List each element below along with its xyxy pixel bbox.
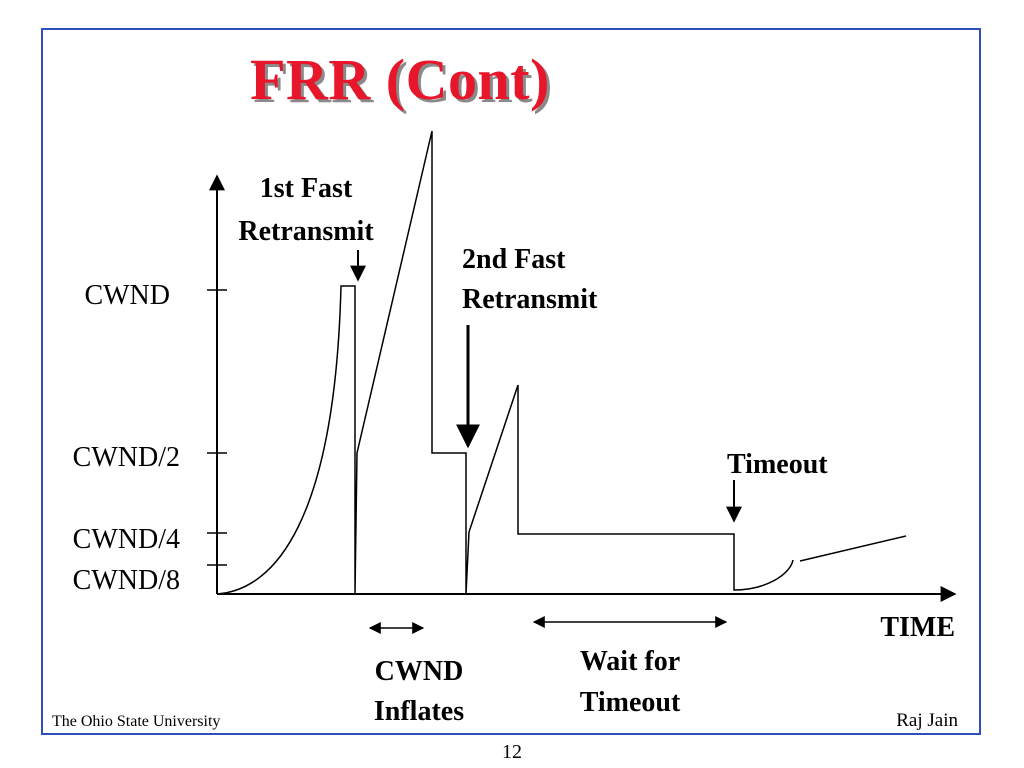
label-second-fast-retransmit-line1: 2nd Fast — [462, 244, 566, 275]
label-second-fast-retransmit-line2: Retransmit — [462, 284, 598, 315]
label-cwnd: CWND — [84, 280, 170, 311]
label-wait-for-timeout-line2: Timeout — [580, 687, 681, 718]
cwnd-curve — [216, 130, 907, 595]
footer-author: Raj Jain — [896, 710, 958, 731]
footer-university: The Ohio State University — [52, 713, 221, 730]
label-first-fast-retransmit-line2: Retransmit — [238, 216, 374, 247]
label-wait-for-timeout-line1: Wait for — [580, 646, 680, 677]
slide-frame — [41, 28, 981, 735]
label-cwnd-eighth: CWND/8 — [73, 565, 180, 596]
label-cwnd-half: CWND/2 — [73, 442, 180, 473]
label-time: TIME — [880, 612, 955, 643]
label-cwnd-inflates-line1: CWND — [375, 656, 464, 687]
label-cwnd-inflates-line2: Inflates — [374, 696, 464, 727]
label-cwnd-quarter: CWND/4 — [73, 524, 180, 555]
slide-title: FRR (Cont) — [250, 47, 550, 112]
label-first-fast-retransmit-line1: 1st Fast — [260, 173, 353, 204]
page-number: 12 — [502, 741, 522, 763]
label-timeout: Timeout — [727, 449, 828, 480]
